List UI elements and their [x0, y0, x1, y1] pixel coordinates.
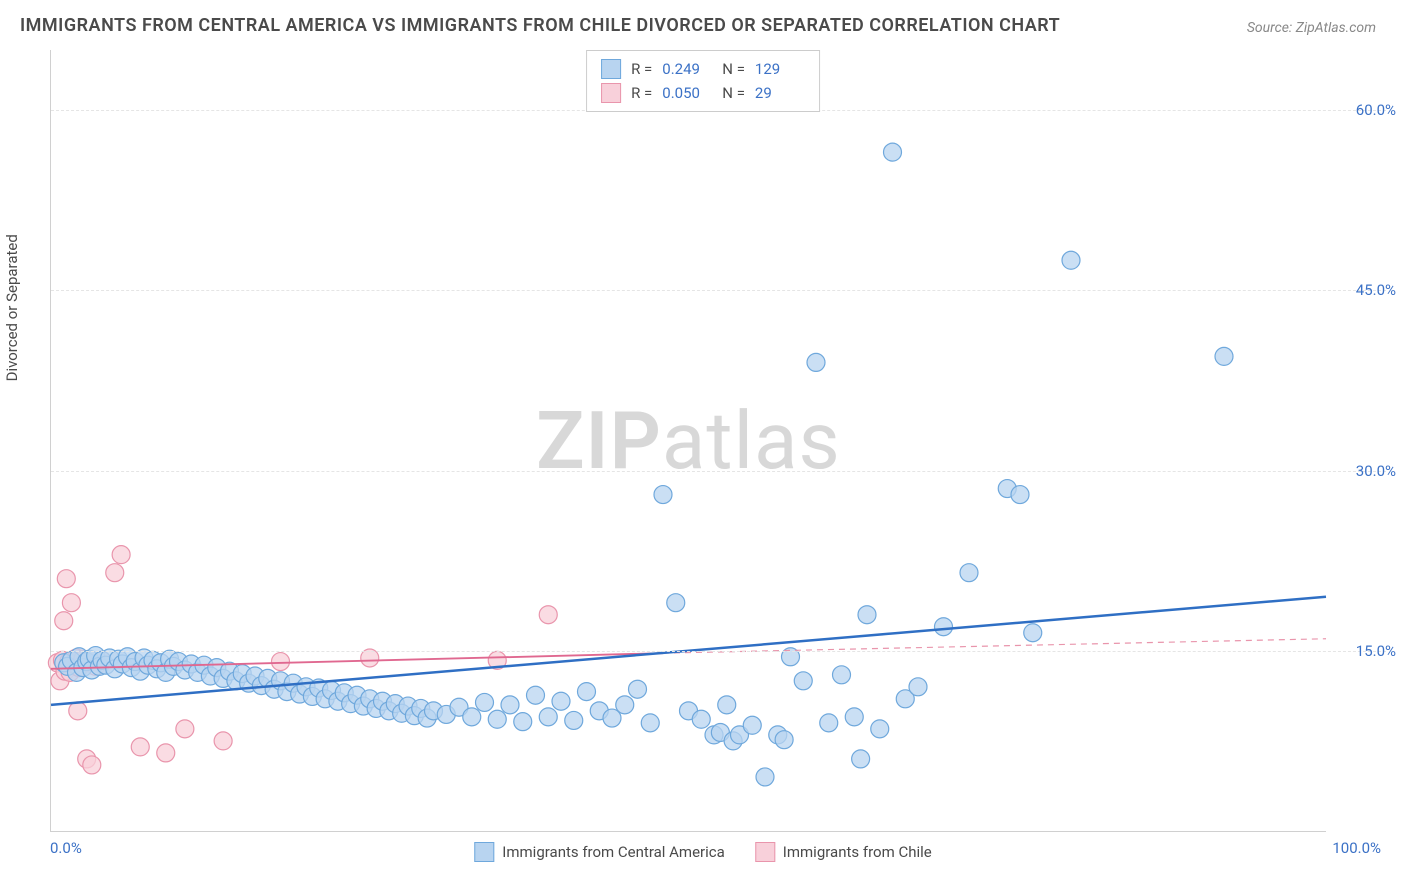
legend-swatch: [755, 842, 775, 862]
data-point: [112, 546, 130, 564]
data-point: [743, 716, 761, 734]
data-point: [539, 708, 557, 726]
r-value: 0.249: [662, 57, 712, 81]
data-point: [1024, 624, 1042, 642]
data-point: [501, 696, 519, 714]
data-point: [565, 711, 583, 729]
series-legend-item: Immigrants from Chile: [755, 842, 932, 862]
data-point: [539, 606, 557, 624]
y-tick-label: 45.0%: [1356, 281, 1396, 299]
data-point: [756, 768, 774, 786]
data-point: [909, 678, 927, 696]
data-point: [527, 686, 545, 704]
y-tick-label: 60.0%: [1356, 101, 1396, 119]
data-point: [463, 708, 481, 726]
data-point: [692, 710, 710, 728]
series-legend: Immigrants from Central America Immigrant…: [474, 842, 931, 862]
gridline: [51, 471, 1386, 472]
data-point: [83, 756, 101, 774]
data-point: [807, 353, 825, 371]
data-point: [69, 702, 87, 720]
data-point: [488, 710, 506, 728]
data-point: [794, 672, 812, 690]
correlation-legend-row: R = 0.050 N = 29: [601, 81, 805, 105]
data-point: [935, 618, 953, 636]
data-point: [960, 564, 978, 582]
n-value: 129: [755, 57, 805, 81]
data-point: [884, 143, 902, 161]
chart-svg: [51, 50, 1326, 831]
data-point: [55, 612, 73, 630]
y-axis-label: Divorced or Separated: [3, 234, 21, 381]
data-point: [820, 714, 838, 732]
legend-swatch: [601, 83, 621, 103]
y-tick-label: 15.0%: [1356, 642, 1396, 660]
data-point: [858, 606, 876, 624]
y-tick-label: 30.0%: [1356, 462, 1396, 480]
legend-swatch: [601, 59, 621, 79]
data-point: [578, 683, 596, 701]
plot-area: ZIPatlas 15.0%30.0%45.0%60.0%: [50, 50, 1326, 832]
data-point: [476, 693, 494, 711]
x-tick-max: 100.0%: [1332, 839, 1381, 857]
series-name: Immigrants from Central America: [502, 843, 725, 861]
data-point: [157, 744, 175, 762]
data-point: [552, 692, 570, 710]
data-point: [514, 713, 532, 731]
n-label: N =: [722, 81, 745, 105]
data-point: [775, 731, 793, 749]
data-point: [214, 732, 232, 750]
data-point: [845, 708, 863, 726]
correlation-legend: R = 0.249 N = 129 R = 0.050 N = 29: [586, 50, 820, 112]
data-point: [106, 564, 124, 582]
n-value: 29: [755, 81, 805, 105]
data-point: [1011, 486, 1029, 504]
series-legend-item: Immigrants from Central America: [474, 842, 725, 862]
data-point: [176, 720, 194, 738]
n-label: N =: [722, 57, 745, 81]
data-point: [1215, 347, 1233, 365]
gridline: [51, 290, 1386, 291]
data-point: [667, 594, 685, 612]
data-point: [654, 486, 672, 504]
data-point: [871, 720, 889, 738]
data-point: [131, 738, 149, 756]
data-point: [718, 696, 736, 714]
r-label: R =: [631, 57, 652, 81]
legend-swatch: [474, 842, 494, 862]
data-point: [62, 594, 80, 612]
data-point: [641, 714, 659, 732]
data-point: [272, 653, 290, 671]
data-point: [1062, 251, 1080, 269]
data-point: [852, 750, 870, 768]
data-point: [629, 680, 647, 698]
correlation-legend-row: R = 0.249 N = 129: [601, 57, 805, 81]
series-name: Immigrants from Chile: [783, 843, 932, 861]
gridline: [51, 651, 1386, 652]
data-point: [833, 666, 851, 684]
data-point: [57, 570, 75, 588]
r-label: R =: [631, 81, 652, 105]
source-label: Source: ZipAtlas.com: [1247, 20, 1376, 36]
chart-title: IMMIGRANTS FROM CENTRAL AMERICA VS IMMIG…: [20, 15, 1060, 36]
data-point: [616, 696, 634, 714]
r-value: 0.050: [662, 81, 712, 105]
x-tick-min: 0.0%: [50, 839, 82, 857]
